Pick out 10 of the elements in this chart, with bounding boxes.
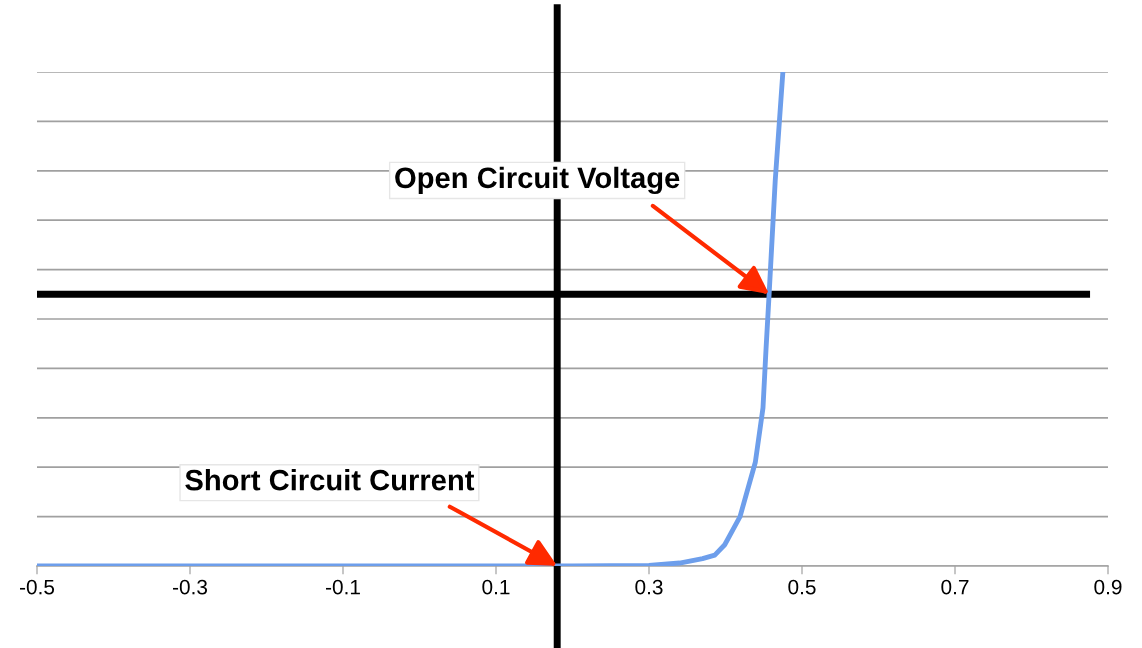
- x-tick-label: -0.5: [19, 579, 55, 595]
- annotation: Open Circuit Voltage: [395, 166, 680, 195]
- x-tick-label: 0.3: [635, 579, 663, 595]
- x-tick-label: 0.5: [788, 579, 816, 595]
- x-tick-label: 0.1: [482, 579, 510, 595]
- annotation: Short Circuit Current: [185, 469, 475, 491]
- x-tick-label: 0.7: [941, 579, 969, 595]
- x-tick-label: 0.9: [1094, 579, 1122, 595]
- x-tick-label: -0.3: [172, 579, 208, 595]
- x-tick-label: -0.1: [325, 579, 360, 595]
